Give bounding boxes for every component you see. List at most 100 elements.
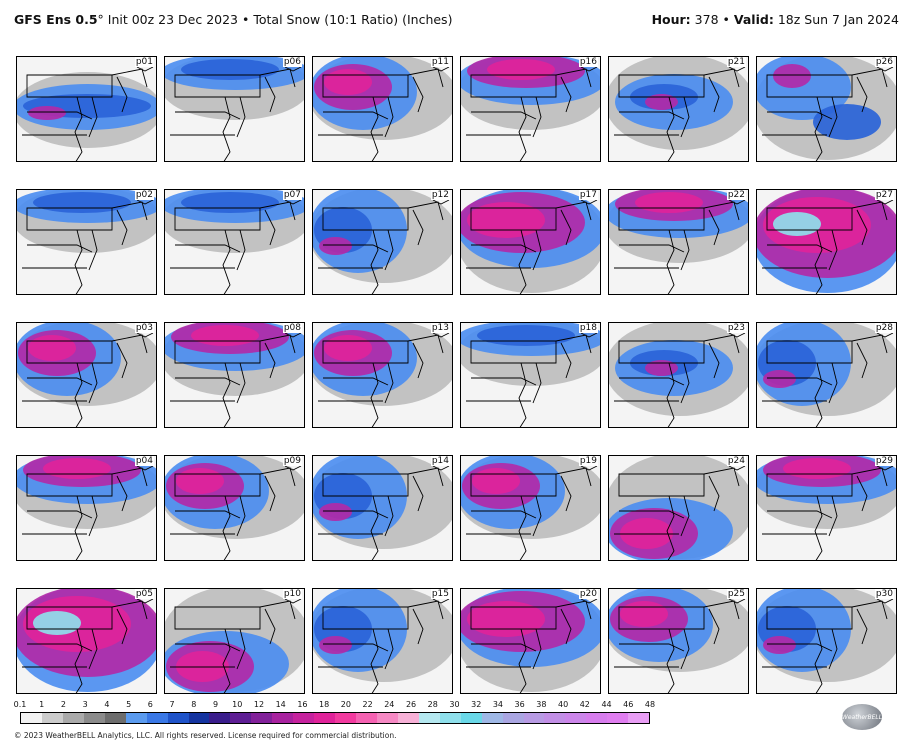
state-border <box>27 643 93 652</box>
ensemble-panel-p30: p30 <box>756 588 897 694</box>
snow-contour <box>319 636 352 654</box>
state-border <box>856 76 868 113</box>
state-border <box>532 628 542 670</box>
state-border <box>264 342 276 379</box>
snow-map-p25 <box>609 589 748 693</box>
state-border <box>432 199 450 205</box>
state-border <box>619 111 685 120</box>
snow-map-p26 <box>757 57 896 161</box>
state-border <box>370 229 379 294</box>
panel-label: p07 <box>282 190 302 200</box>
state-border <box>680 628 690 670</box>
state-border <box>116 342 128 379</box>
snow-contour <box>477 325 575 346</box>
state-border <box>27 244 93 253</box>
hour-label: Hour: <box>651 12 691 27</box>
state-border <box>264 76 276 113</box>
ensemble-panel-p21: p21 <box>608 56 749 162</box>
state-border <box>74 495 83 560</box>
state-border <box>322 207 409 231</box>
model-name: GFS Ens 0.5 <box>14 12 98 27</box>
state-border <box>580 465 598 471</box>
state-border <box>236 96 246 138</box>
state-border <box>26 74 113 98</box>
snow-map-p07 <box>165 190 304 294</box>
state-border <box>766 606 853 630</box>
state-border <box>175 510 241 519</box>
panel-label: p22 <box>726 190 746 200</box>
panel-label: p17 <box>578 190 598 200</box>
colorbar-tick-label: 8 <box>191 700 197 709</box>
colorbar-tick-label: 38 <box>536 700 547 709</box>
state-border <box>766 207 853 231</box>
ensemble-panel-p27: p27 <box>756 189 897 295</box>
state-border <box>175 244 241 253</box>
state-border <box>412 608 424 645</box>
state-border <box>322 74 409 98</box>
snow-map-p23 <box>609 323 748 427</box>
panel-label: p26 <box>874 57 894 67</box>
state-border <box>284 199 302 205</box>
ensemble-panel-p03: p03 <box>16 322 157 428</box>
colorbar-tick-label: 6 <box>147 700 153 709</box>
ensemble-panel-p13: p13 <box>312 322 453 428</box>
panel-label: p24 <box>726 456 746 466</box>
snow-map-p04 <box>17 456 156 560</box>
colorbar-tick-label: 5 <box>126 700 132 709</box>
ensemble-panel-p14: p14 <box>312 455 453 561</box>
colorbar-ticks: 0.1 1 2 3 4 5 6 7 8 9 10 12 14 16 18 20 22 24 26 28 30 32 34 36… <box>14 700 655 711</box>
colorbar-swatch <box>125 713 147 723</box>
panel-label: p21 <box>726 57 746 67</box>
state-border <box>222 495 231 560</box>
state-border <box>322 340 409 364</box>
state-border <box>384 495 394 537</box>
colorbar-swatch <box>293 713 315 723</box>
state-border <box>370 495 379 560</box>
state-border <box>532 495 542 537</box>
snow-contour <box>645 360 678 376</box>
colorbar-swatch <box>272 713 294 723</box>
colorbar-tick-label: 32 <box>471 700 482 709</box>
snow-contour <box>319 503 352 521</box>
state-border <box>532 96 542 138</box>
state-border <box>136 199 154 205</box>
state-border <box>470 340 557 364</box>
snow-contour <box>33 611 81 635</box>
state-border <box>26 340 113 364</box>
state-border <box>766 340 853 364</box>
state-border <box>560 475 572 512</box>
ensemble-panel-p25: p25 <box>608 588 749 694</box>
state-border <box>284 332 302 338</box>
state-border <box>236 362 246 404</box>
colorbar-tick-label: 16 <box>297 700 308 709</box>
state-border <box>876 332 894 338</box>
state-border <box>618 340 705 364</box>
ensemble-panel-p20: p20 <box>460 588 601 694</box>
ensemble-panel-p19: p19 <box>460 455 601 561</box>
ensemble-panel-p15: p15 <box>312 588 453 694</box>
degree-sign: ° <box>97 12 104 27</box>
product-name: Total Snow (10:1 Ratio) (Inches) <box>253 12 453 27</box>
state-border <box>876 66 894 72</box>
state-border <box>470 473 557 497</box>
colorbar-tick-label: 30 <box>449 700 460 709</box>
state-border <box>618 74 705 98</box>
snow-map-p05 <box>17 589 156 693</box>
state-border <box>384 229 394 271</box>
state-border <box>814 495 823 560</box>
state-border <box>174 606 261 630</box>
panel-label: p08 <box>282 323 302 333</box>
snow-map-p27 <box>757 190 896 294</box>
state-border <box>856 342 868 379</box>
snow-map-p21 <box>609 57 748 161</box>
state-border <box>136 465 154 471</box>
snow-map-p09 <box>165 456 304 560</box>
panel-label: p18 <box>578 323 598 333</box>
state-border <box>532 362 542 404</box>
snow-contour <box>176 651 229 682</box>
ensemble-panel-p22: p22 <box>608 189 749 295</box>
colorbar-tick-label: 48 <box>644 700 656 709</box>
state-border <box>116 76 128 113</box>
state-border <box>284 465 302 471</box>
snow-colorbar <box>20 712 650 724</box>
